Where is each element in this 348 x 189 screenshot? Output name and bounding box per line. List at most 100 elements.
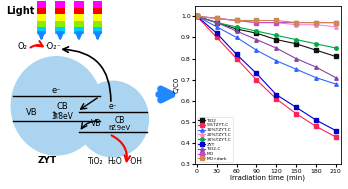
X-axis label: Irradiation time (min): Irradiation time (min) bbox=[230, 175, 306, 181]
TiO2-C bbox=[215, 22, 219, 24]
10%TZYT-C bbox=[215, 26, 219, 28]
Text: Light: Light bbox=[6, 6, 34, 16]
TiO2 bbox=[235, 28, 239, 30]
Bar bbox=[55, 14, 65, 21]
Text: TiO₂: TiO₂ bbox=[88, 157, 104, 167]
Legend: TiO2, 5%TZYT-C, 10%TZYT-C, 20%TZYT-C, 30%TZYT-C, ZYT, TiO2-C, MO, MO+dark: TiO2, 5%TZYT-C, 10%TZYT-C, 20%TZYT-C, 30… bbox=[197, 117, 232, 162]
Bar bbox=[74, 1, 84, 8]
Bar bbox=[55, 21, 65, 27]
20%TZYT-C bbox=[215, 17, 219, 19]
Bar bbox=[37, 8, 46, 14]
Bar bbox=[93, 1, 102, 8]
ZYT bbox=[274, 93, 278, 96]
MO bbox=[334, 22, 338, 24]
Bar bbox=[74, 21, 84, 27]
Text: ZYT: ZYT bbox=[38, 156, 56, 165]
30%TZYT-C bbox=[294, 38, 298, 41]
TiO2-C bbox=[235, 30, 239, 32]
Text: O₂: O₂ bbox=[18, 42, 27, 51]
TiO2 bbox=[215, 22, 219, 24]
ZYT bbox=[195, 15, 199, 17]
Bar bbox=[93, 27, 102, 34]
Bar bbox=[55, 1, 65, 8]
MO bbox=[215, 17, 219, 19]
Line: TiO2: TiO2 bbox=[195, 15, 338, 58]
TiO2-C bbox=[274, 47, 278, 49]
MO+dark bbox=[195, 15, 199, 17]
5%TZYT-C bbox=[235, 57, 239, 60]
TiO2-C bbox=[195, 15, 199, 17]
Text: CB: CB bbox=[56, 102, 68, 111]
Bar bbox=[74, 8, 84, 14]
20%TZYT-C bbox=[294, 24, 298, 26]
Bar bbox=[37, 21, 46, 27]
10%TZYT-C bbox=[254, 49, 259, 51]
Line: MO: MO bbox=[195, 15, 338, 24]
ZYT bbox=[215, 32, 219, 34]
Text: CB: CB bbox=[115, 115, 126, 125]
Line: 10%TZYT-C: 10%TZYT-C bbox=[195, 15, 338, 86]
10%TZYT-C bbox=[294, 68, 298, 70]
Text: VB: VB bbox=[90, 119, 101, 128]
Line: TiO2-C: TiO2-C bbox=[195, 15, 338, 79]
10%TZYT-C bbox=[235, 36, 239, 39]
TiO2-C bbox=[334, 77, 338, 79]
Line: 20%TZYT-C: 20%TZYT-C bbox=[195, 15, 338, 29]
20%TZYT-C bbox=[195, 15, 199, 17]
Bar bbox=[37, 27, 46, 34]
5%TZYT-C bbox=[254, 79, 259, 81]
Text: H₂O: H₂O bbox=[107, 157, 122, 167]
5%TZYT-C bbox=[215, 36, 219, 39]
10%TZYT-C bbox=[274, 60, 278, 62]
30%TZYT-C bbox=[254, 30, 259, 32]
Text: 2.9eV: 2.9eV bbox=[110, 125, 130, 131]
MO bbox=[254, 22, 259, 24]
30%TZYT-C bbox=[235, 26, 239, 28]
Bar bbox=[74, 14, 84, 21]
Bar bbox=[37, 1, 46, 8]
Text: h⁺: h⁺ bbox=[52, 111, 61, 120]
30%TZYT-C bbox=[215, 22, 219, 24]
Ellipse shape bbox=[11, 57, 102, 155]
MO bbox=[235, 19, 239, 22]
5%TZYT-C bbox=[195, 15, 199, 17]
Text: e⁻: e⁻ bbox=[109, 101, 117, 111]
MO bbox=[314, 22, 318, 24]
10%TZYT-C bbox=[314, 77, 318, 79]
MO bbox=[294, 22, 298, 24]
ZYT bbox=[254, 72, 259, 74]
ZYT bbox=[235, 53, 239, 56]
5%TZYT-C bbox=[314, 125, 318, 127]
5%TZYT-C bbox=[294, 112, 298, 115]
TiO2 bbox=[294, 43, 298, 45]
MO bbox=[274, 22, 278, 24]
30%TZYT-C bbox=[195, 15, 199, 17]
ZYT bbox=[314, 119, 318, 121]
MO+dark bbox=[254, 19, 259, 22]
20%TZYT-C bbox=[334, 26, 338, 28]
MO+dark bbox=[294, 22, 298, 24]
ZYT bbox=[294, 106, 298, 108]
TiO2 bbox=[314, 49, 318, 51]
Text: VB: VB bbox=[26, 108, 38, 117]
TiO2-C bbox=[314, 66, 318, 68]
Line: ZYT: ZYT bbox=[195, 15, 338, 132]
30%TZYT-C bbox=[314, 43, 318, 45]
Line: MO+dark: MO+dark bbox=[195, 15, 338, 24]
10%TZYT-C bbox=[334, 83, 338, 85]
Bar bbox=[55, 27, 65, 34]
TiO2-C bbox=[254, 38, 259, 41]
MO+dark bbox=[274, 19, 278, 22]
Bar bbox=[74, 27, 84, 34]
Bar bbox=[37, 14, 46, 21]
MO+dark bbox=[314, 22, 318, 24]
20%TZYT-C bbox=[235, 19, 239, 22]
Bar bbox=[93, 8, 102, 14]
30%TZYT-C bbox=[274, 34, 278, 36]
TiO2 bbox=[254, 32, 259, 34]
Ellipse shape bbox=[77, 81, 149, 157]
Line: 5%TZYT-C: 5%TZYT-C bbox=[195, 15, 338, 139]
5%TZYT-C bbox=[334, 136, 338, 138]
Y-axis label: C/C0: C/C0 bbox=[173, 77, 180, 93]
Text: ·O₂⁻: ·O₂⁻ bbox=[44, 42, 61, 51]
